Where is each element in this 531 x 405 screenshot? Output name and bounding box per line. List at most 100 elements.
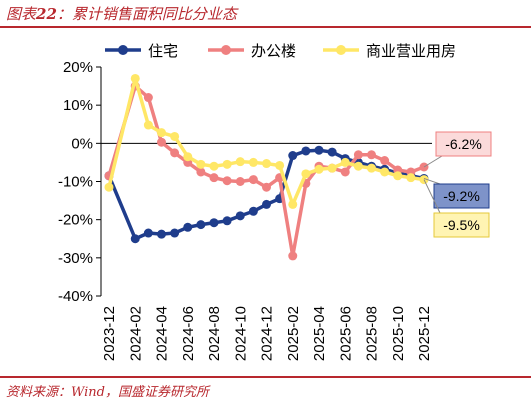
legend-swatch-marker [336, 45, 346, 55]
data-point-commercial [104, 182, 114, 192]
data-point-commercial [157, 128, 166, 138]
end-label-commercial: -9.5% [423, 179, 490, 238]
data-point-office [222, 176, 232, 186]
data-point-office [340, 167, 350, 177]
y-tick-label: -40% [58, 288, 93, 305]
end-label-office: -6.2% [423, 131, 492, 168]
x-tick-label: 2024-04 [154, 306, 171, 361]
data-point-commercial [314, 164, 324, 174]
x-tick-label: 2024-06 [180, 306, 197, 361]
data-point-office [248, 175, 258, 185]
legend-label: 商业营业用房 [366, 42, 456, 60]
data-point-residential [248, 206, 258, 216]
end-label-leader [423, 179, 441, 214]
data-point-office [196, 167, 206, 177]
footer-rule [0, 376, 531, 378]
data-point-residential [235, 211, 245, 221]
x-tick-label: 2024-08 [206, 306, 223, 361]
x-tick-label: 2024-12 [259, 306, 276, 361]
end-label-box [433, 212, 490, 238]
chart-axes: 20% 10% 0% -10% -20% -30% -40% 2023-12 2024-02 20… [58, 59, 433, 361]
x-tick-label: 2025-08 [364, 306, 381, 361]
data-point-residential [262, 199, 271, 209]
source-note: 资料来源：Wind，国盛证券研究所 [6, 385, 209, 400]
data-point-residential [327, 147, 337, 157]
data-point-residential [222, 216, 232, 226]
data-point-office [262, 182, 271, 192]
data-point-commercial [209, 161, 219, 171]
data-point-commercial [406, 173, 416, 183]
chart-legend: 住宅 办公楼 商业营业用房 [105, 42, 456, 60]
legend-label: 住宅 [148, 42, 178, 60]
data-point-residential [170, 228, 180, 238]
end-label-text: -9.5% [443, 217, 480, 233]
data-point-commercial [340, 157, 350, 167]
data-point-office [367, 150, 376, 160]
line-chart: 20% 10% 0% -10% -20% -30% -40% 2023-12 2024-02 20… [58, 42, 492, 361]
data-point-commercial [143, 120, 153, 130]
y-tick-label: -10% [58, 174, 93, 191]
data-point-commercial [183, 152, 193, 162]
chart-annotations: -9.2% -6.2% -9.5% [423, 131, 492, 238]
data-point-residential [301, 146, 311, 156]
end-label-text: -6.2% [445, 136, 482, 152]
y-tick-label: 0% [71, 135, 93, 152]
data-point-commercial [380, 167, 390, 177]
data-point-commercial [353, 161, 363, 171]
x-tick-label: 2024-10 [232, 306, 249, 361]
x-tick-label: 2025-12 [416, 306, 433, 361]
x-tick-label: 2025-06 [337, 306, 354, 361]
data-point-commercial [327, 163, 337, 173]
end-label-residential: -9.2% [423, 177, 490, 209]
legend-item-office: 办公楼 [208, 42, 296, 60]
x-tick-label: 2025-04 [311, 306, 328, 361]
series-commercial [104, 73, 429, 209]
data-point-commercial [170, 131, 180, 141]
data-point-commercial [248, 157, 258, 167]
data-point-office [235, 177, 245, 186]
data-point-commercial [367, 163, 376, 173]
x-tick-label: 2025-02 [285, 306, 302, 361]
x-tick-label: 2023-12 [101, 306, 118, 361]
legend-swatch-marker [118, 45, 128, 55]
data-point-office [353, 150, 363, 160]
data-point-commercial [301, 169, 311, 179]
legend-item-commercial: 商业营业用房 [323, 42, 456, 60]
end-label-box [435, 131, 492, 157]
data-point-office [288, 251, 298, 261]
legend-item-residential: 住宅 [105, 42, 178, 60]
end-label-box [433, 183, 490, 209]
data-point-office [143, 93, 153, 103]
y-tick-label: -20% [58, 212, 93, 229]
data-point-commercial [222, 159, 232, 169]
data-point-residential [288, 151, 298, 161]
y-tick-label: 20% [63, 59, 93, 76]
data-point-office [157, 137, 166, 147]
x-tick-label: 2024-02 [127, 306, 144, 361]
data-point-commercial [130, 73, 140, 83]
data-point-commercial [393, 171, 403, 181]
chart-series [104, 73, 429, 261]
y-tick-label: -30% [58, 250, 93, 267]
legend-swatch-marker [221, 45, 231, 55]
y-tick-label: 10% [63, 97, 93, 114]
data-point-commercial [288, 199, 298, 209]
data-point-commercial [262, 159, 271, 169]
title-rule [0, 26, 531, 28]
end-label-text: -9.2% [443, 188, 480, 204]
data-point-residential [183, 222, 193, 232]
legend-label: 办公楼 [251, 42, 296, 60]
data-point-office [209, 173, 219, 183]
data-point-residential [157, 229, 166, 239]
data-point-residential [209, 218, 219, 228]
data-point-residential [196, 220, 206, 230]
data-point-commercial [275, 160, 285, 170]
data-point-commercial [235, 157, 245, 167]
data-point-residential [143, 228, 153, 238]
data-point-office [380, 156, 390, 166]
data-point-commercial [196, 159, 206, 169]
data-point-office [170, 148, 180, 158]
end-label-leader [423, 155, 443, 168]
data-point-residential [130, 234, 140, 244]
